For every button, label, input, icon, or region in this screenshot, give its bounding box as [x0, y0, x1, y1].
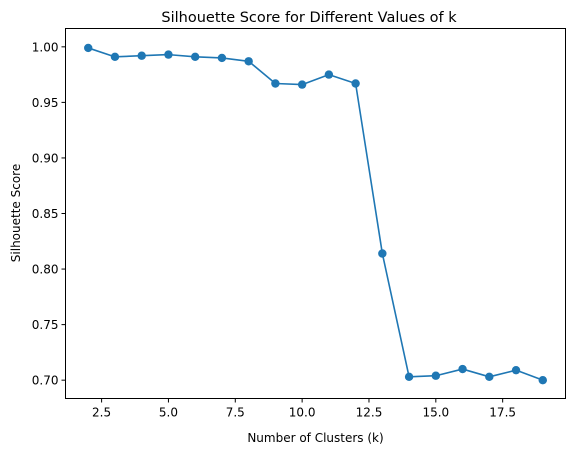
- y-tick-label: 0.90: [32, 151, 59, 165]
- x-tick-label: 7.5: [226, 406, 245, 420]
- data-point: [458, 364, 467, 374]
- data-point: [431, 371, 441, 380]
- data-point: [217, 53, 227, 63]
- y-axis-label: Silhouette Score: [9, 164, 23, 262]
- y-tick-label: 0.75: [32, 318, 59, 332]
- x-tick-label: 15.0: [422, 406, 449, 420]
- data-point: [511, 365, 521, 375]
- data-point: [404, 372, 414, 382]
- x-tick-label: 17.5: [489, 406, 516, 420]
- x-axis-label: Number of Clusters (k): [247, 431, 383, 445]
- x-tick-label: 2.5: [92, 406, 111, 420]
- x-tick-label: 12.5: [356, 406, 383, 420]
- data-point: [538, 375, 547, 385]
- chart-title: Silhouette Score for Different Values of…: [161, 10, 457, 26]
- data-point: [378, 249, 387, 258]
- x-tick-label: 5.0: [159, 406, 178, 420]
- data-point: [297, 80, 307, 89]
- data-point: [190, 52, 200, 62]
- data-point: [110, 52, 120, 62]
- series-line: [87, 47, 544, 381]
- y-tick-label: 1.00: [32, 40, 59, 54]
- data-point: [324, 70, 334, 79]
- y-tick-label: 0.95: [32, 96, 59, 110]
- data-point: [244, 57, 253, 66]
- data-point: [485, 372, 494, 382]
- y-tick-label: 0.80: [32, 263, 59, 277]
- plot-area: [84, 43, 547, 385]
- data-point: [164, 50, 173, 59]
- data-point: [84, 43, 93, 53]
- data-point: [351, 79, 360, 88]
- y-tick-label: 0.70: [32, 374, 59, 388]
- x-tick-label: 10.0: [289, 406, 316, 420]
- y-tick-label: 0.85: [32, 207, 59, 221]
- data-point: [271, 79, 280, 88]
- data-point: [137, 51, 146, 60]
